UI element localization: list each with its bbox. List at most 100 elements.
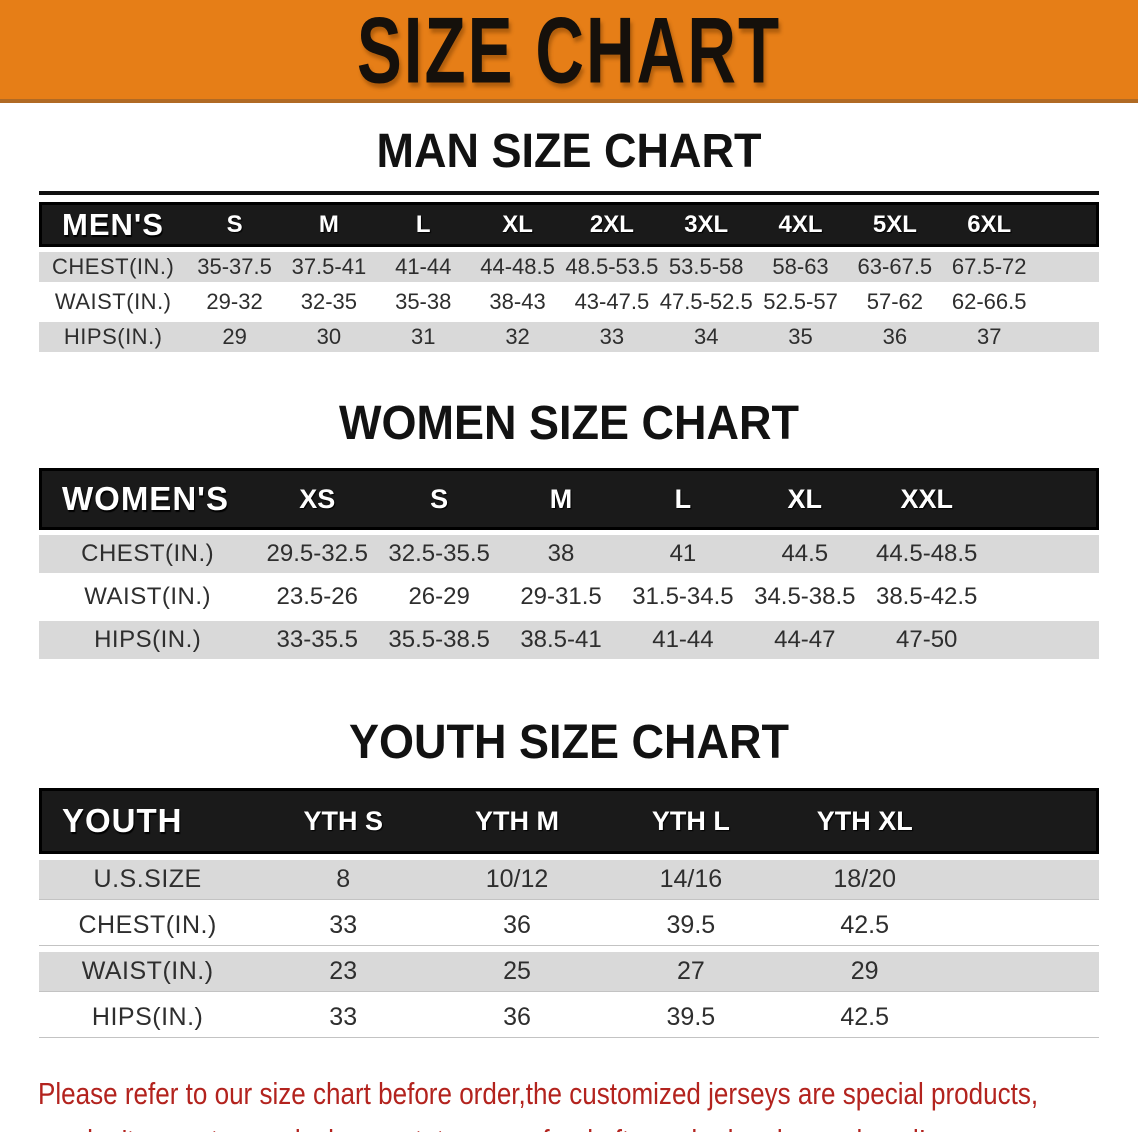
row-label: HIPS(IN.) — [39, 998, 257, 1038]
size-column-header: 4XL — [753, 202, 848, 247]
women-size-table: WOMEN'S XS S M L XL XXL CHEST(IN.) 29.5-32.5 32.5… — [39, 463, 1099, 664]
row-spacer — [1036, 322, 1099, 352]
size-column-header: XXL — [865, 468, 988, 530]
header-spacer — [1036, 202, 1099, 247]
value-cell: 35-37.5 — [187, 252, 282, 282]
men-section: MAN SIZE CHART MEN'S S M L XL 2XL 3XL 4XL 5XL 6XL… — [0, 123, 1138, 357]
size-column-header: L — [621, 468, 744, 530]
value-cell: 18/20 — [777, 860, 952, 900]
youth-size-table: YOUTH YTH S YTH M YTH L YTH XL U.S.SIZE 8 10/12… — [39, 782, 1099, 1044]
measurement-row: CHEST(IN.) 35-37.5 37.5-41 41-44 44-48.5 48.5… — [39, 252, 1099, 282]
value-cell: 27 — [603, 952, 778, 992]
size-column-header: L — [376, 202, 471, 247]
value-cell: 32-35 — [281, 287, 377, 317]
table-header-label: MEN'S — [39, 202, 188, 247]
value-cell: 35.5-38.5 — [378, 621, 501, 659]
size-column-header: M — [281, 202, 377, 247]
table-header-label: YOUTH — [39, 788, 257, 854]
value-cell: 52.5-57 — [753, 287, 848, 317]
measurement-row: WAIST(IN.) 23 25 27 29 — [39, 952, 1099, 992]
value-cell: 67.5-72 — [942, 252, 1037, 282]
value-cell: 44.5 — [743, 535, 866, 573]
size-column-header: XL — [470, 202, 565, 247]
disclaimer-line-2: we don't accept cancel, change, teturn o… — [38, 1117, 962, 1132]
value-cell: 38 — [500, 535, 622, 573]
men-size-table: MEN'S S M L XL 2XL 3XL 4XL 5XL 6XL CHEST(IN.) 35-37… — [39, 197, 1099, 357]
size-column-header: YTH XL — [777, 788, 952, 854]
value-cell: 29-32 — [187, 287, 282, 317]
size-column-header: 5XL — [847, 202, 943, 247]
value-cell: 31 — [376, 322, 471, 352]
value-cell: 43-47.5 — [564, 287, 660, 317]
value-cell: 34 — [659, 322, 754, 352]
value-cell: 41-44 — [376, 252, 471, 282]
value-cell: 29 — [777, 952, 952, 992]
measurement-row: HIPS(IN.) 29 30 31 32 33 34 35 36 37 — [39, 322, 1099, 352]
size-column-header: XL — [743, 468, 866, 530]
row-label: WAIST(IN.) — [39, 952, 257, 992]
value-cell: 36 — [430, 906, 604, 946]
value-cell: 42.5 — [777, 998, 952, 1038]
value-cell: 58-63 — [753, 252, 848, 282]
value-cell: 33 — [256, 998, 431, 1038]
row-spacer — [987, 621, 1099, 659]
value-cell: 39.5 — [603, 998, 778, 1038]
value-cell: 39.5 — [603, 906, 778, 946]
value-cell: 44.5-48.5 — [865, 535, 988, 573]
value-cell: 41-44 — [621, 621, 744, 659]
size-column-header: 6XL — [942, 202, 1037, 247]
value-cell: 36 — [847, 322, 943, 352]
size-column-header: YTH S — [256, 788, 431, 854]
size-column-header: YTH L — [603, 788, 778, 854]
row-label: U.S.SIZE — [39, 860, 257, 900]
row-spacer — [987, 578, 1099, 616]
value-cell: 29.5-32.5 — [256, 535, 379, 573]
value-cell: 42.5 — [777, 906, 952, 946]
value-cell: 47-50 — [865, 621, 988, 659]
youth-section-title: YOUTH SIZE CHART — [348, 713, 789, 769]
value-cell: 14/16 — [603, 860, 778, 900]
value-cell: 10/12 — [430, 860, 604, 900]
youth-section: YOUTH SIZE CHART YOUTH YTH S YTH M YTH L YTH… — [0, 713, 1138, 1044]
value-cell: 29 — [187, 322, 282, 352]
size-column-header: 2XL — [564, 202, 660, 247]
row-label: HIPS(IN.) — [39, 621, 257, 659]
row-label: CHEST(IN.) — [39, 252, 188, 282]
measurement-row: WAIST(IN.) 23.5-26 26-29 29-31.5 31.5-34.5 34… — [39, 578, 1099, 616]
value-cell: 34.5-38.5 — [743, 578, 866, 616]
size-column-header: S — [378, 468, 501, 530]
measurement-row: CHEST(IN.) 33 36 39.5 42.5 — [39, 906, 1099, 946]
row-spacer — [987, 535, 1099, 573]
value-cell: 32 — [470, 322, 565, 352]
size-column-header: 3XL — [659, 202, 754, 247]
order-disclaimer: Please refer to our size chart before or… — [38, 1070, 1138, 1132]
value-cell: 37.5-41 — [281, 252, 377, 282]
row-spacer — [1036, 287, 1099, 317]
measurement-row: HIPS(IN.) 33 36 39.5 42.5 — [39, 998, 1099, 1038]
value-cell: 44-48.5 — [470, 252, 565, 282]
women-section: WOMEN SIZE CHART WOMEN'S XS S M L XL XXL CHEST(… — [0, 395, 1138, 664]
value-cell: 32.5-35.5 — [378, 535, 501, 573]
value-cell: 47.5-52.5 — [659, 287, 754, 317]
row-spacer — [951, 952, 1099, 992]
row-spacer — [951, 998, 1099, 1038]
measurement-row: U.S.SIZE 8 10/12 14/16 18/20 — [39, 860, 1099, 900]
value-cell: 53.5-58 — [659, 252, 754, 282]
value-cell: 38-43 — [470, 287, 565, 317]
row-label: CHEST(IN.) — [39, 535, 257, 573]
value-cell: 31.5-34.5 — [621, 578, 744, 616]
row-label: CHEST(IN.) — [39, 906, 257, 946]
row-label: HIPS(IN.) — [39, 322, 188, 352]
value-cell: 8 — [256, 860, 431, 900]
value-cell: 29-31.5 — [500, 578, 622, 616]
value-cell: 33-35.5 — [256, 621, 379, 659]
value-cell: 33 — [564, 322, 660, 352]
measurement-row: CHEST(IN.) 29.5-32.5 32.5-35.5 38 41 44.5 44.5… — [39, 535, 1099, 573]
header-spacer — [987, 468, 1099, 530]
value-cell: 36 — [430, 998, 604, 1038]
header-spacer — [951, 788, 1099, 854]
table-header-row: MEN'S S M L XL 2XL 3XL 4XL 5XL 6XL — [39, 202, 1099, 247]
value-cell: 25 — [430, 952, 604, 992]
value-cell: 62-66.5 — [942, 287, 1037, 317]
value-cell: 26-29 — [378, 578, 501, 616]
